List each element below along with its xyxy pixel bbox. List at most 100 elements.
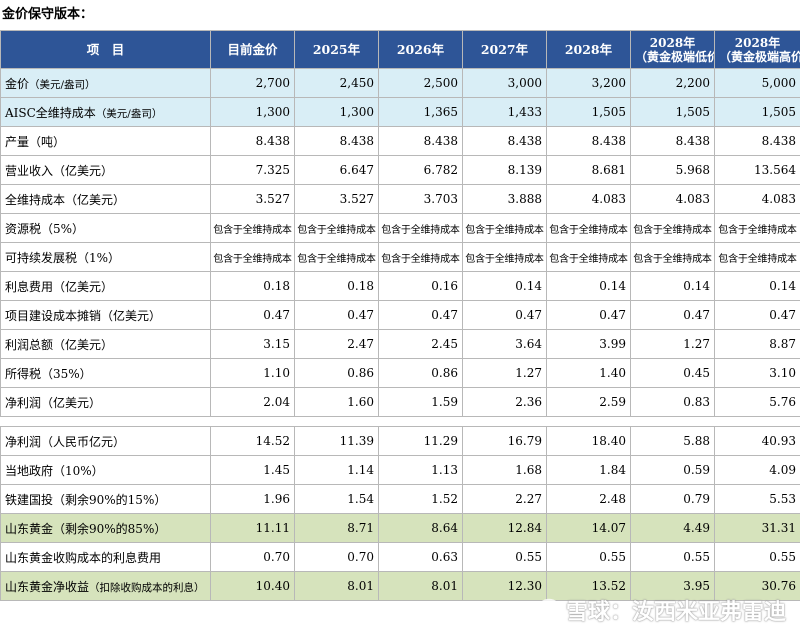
row-label: 山东黄金收购成本的利息费用 — [0, 542, 211, 572]
row-label-text: 金价 — [5, 76, 30, 91]
note-cell: 包含于全维持成本 — [294, 213, 379, 243]
value-cell: 1,505 — [714, 97, 800, 127]
row-label-text: 利润总额（亿美元） — [5, 337, 114, 352]
value-cell: 1.54 — [294, 484, 379, 514]
value-cell: 3,000 — [462, 68, 547, 98]
value-cell: 5.88 — [630, 426, 715, 456]
value-cell: 0.14 — [546, 271, 631, 301]
row-label-unit: （美元/盎司） — [95, 107, 163, 120]
value-cell: 8.438 — [294, 126, 379, 156]
spacer-cell — [0, 416, 800, 427]
row-label: 产量（吨） — [0, 126, 211, 156]
row-label: 营业收入（亿美元） — [0, 155, 211, 185]
value-cell: 3.888 — [462, 184, 547, 214]
value-cell: 3.99 — [546, 329, 631, 359]
row-label: 净利润（亿美元） — [0, 387, 211, 417]
note-cell: 包含于全维持成本 — [462, 213, 547, 243]
header-col-line1: 2027年 — [480, 41, 529, 57]
value-cell: 6.782 — [378, 155, 463, 185]
value-cell: 4.09 — [714, 455, 800, 485]
value-cell: 0.83 — [630, 387, 715, 417]
value-cell: 5.53 — [714, 484, 800, 514]
value-cell: 5.76 — [714, 387, 800, 417]
header-col-line1: 2025年 — [312, 41, 361, 57]
value-cell: 4.083 — [546, 184, 631, 214]
note-cell: 包含于全维持成本 — [714, 242, 800, 272]
row-label-text: 山东黄金净收益 — [5, 579, 90, 594]
value-cell: 1,300 — [294, 97, 379, 127]
row-label-unit: （扣除收购成本的利息） — [89, 581, 205, 594]
value-cell: 1.40 — [546, 358, 631, 388]
header-col-line1: 2026年 — [396, 41, 445, 57]
value-cell: 1,505 — [630, 97, 715, 127]
table-row: 当地政府（10%） 1.45 1.14 1.13 1.68 1.84 0.59 4.09 — [0, 455, 800, 485]
value-cell: 3.10 — [714, 358, 800, 388]
value-cell: 12.30 — [462, 571, 547, 601]
note-cell: 包含于全维持成本 — [714, 213, 800, 243]
value-cell: 0.14 — [462, 271, 547, 301]
row-label: 资源税（5%） — [0, 213, 211, 243]
value-cell: 1,300 — [210, 97, 295, 127]
note-cell: 包含于全维持成本 — [630, 213, 715, 243]
table-row: AISC全维持成本（美元/盎司） 1,300 1,300 1,365 1,433 1,50… — [0, 97, 800, 127]
value-cell: 1.27 — [462, 358, 547, 388]
value-cell: 0.86 — [378, 358, 463, 388]
table-row: 可持续发展税（1%） 包含于全维持成本 包含于全维持成本 包含于全维持成本 包含于全维持… — [0, 242, 800, 272]
value-cell: 0.63 — [378, 542, 463, 572]
header-col-3: 2027年 — [462, 30, 547, 69]
value-cell: 0.47 — [546, 300, 631, 330]
page-caption: 金价保守版本： — [2, 7, 94, 22]
value-cell: 0.59 — [630, 455, 715, 485]
value-cell: 3.703 — [378, 184, 463, 214]
value-cell: 1.45 — [210, 455, 295, 485]
value-cell: 2.27 — [462, 484, 547, 514]
header-col-6: 2028年（黄金极端高价） — [714, 30, 800, 69]
value-cell: 3.527 — [210, 184, 295, 214]
value-cell: 0.55 — [546, 542, 631, 572]
header-col-line2: （黄金极端高价） — [719, 49, 800, 64]
value-cell: 3.15 — [210, 329, 295, 359]
table-row: 全维持成本（亿美元） 3.527 3.527 3.703 3.888 4.083 4.083… — [0, 184, 800, 214]
table-row: 项目建设成本摊销（亿美元） 0.47 0.47 0.47 0.47 0.47 0.47 0.4… — [0, 300, 800, 330]
value-cell: 0.18 — [210, 271, 295, 301]
row-label-text: 资源税（5%） — [5, 221, 85, 236]
value-cell: 4.083 — [714, 184, 800, 214]
value-cell: 10.40 — [210, 571, 295, 601]
note-cell: 包含于全维持成本 — [378, 213, 463, 243]
header-col-line2: （黄金极端低价） — [635, 49, 714, 64]
value-cell: 8.87 — [714, 329, 800, 359]
table-row: 所得税（35%） 1.10 0.86 0.86 1.27 1.40 0.45 3.10 — [0, 358, 800, 388]
value-cell: 1.52 — [378, 484, 463, 514]
header-col-line1: 2028年 — [564, 41, 613, 57]
value-cell: 4.49 — [630, 513, 715, 543]
row-label: 铁建国投（剩余90%的15%） — [0, 484, 211, 514]
value-cell: 0.18 — [294, 271, 379, 301]
row-label: 可持续发展税（1%） — [0, 242, 211, 272]
value-cell: 0.55 — [714, 542, 800, 572]
value-cell: 13.52 — [546, 571, 631, 601]
snowball-logo-icon — [536, 598, 562, 624]
table-row: 利息费用（亿美元） 0.18 0.18 0.16 0.14 0.14 0.14 0.14 — [0, 271, 800, 301]
note-cell: 包含于全维持成本 — [630, 242, 715, 272]
value-cell: 1.96 — [210, 484, 295, 514]
row-label-text: 营业收入（亿美元） — [5, 163, 114, 178]
note-cell: 包含于全维持成本 — [378, 242, 463, 272]
row-label-text: 山东黄金（剩余90%的85%） — [5, 521, 167, 536]
value-cell: 0.55 — [462, 542, 547, 572]
value-cell: 0.47 — [378, 300, 463, 330]
value-cell: 8.71 — [294, 513, 379, 543]
spacer-row — [0, 416, 800, 427]
value-cell: 0.70 — [294, 542, 379, 572]
value-cell: 0.16 — [378, 271, 463, 301]
value-cell: 14.52 — [210, 426, 295, 456]
note-cell: 包含于全维持成本 — [210, 213, 295, 243]
row-label: 所得税（35%） — [0, 358, 211, 388]
value-cell: 40.93 — [714, 426, 800, 456]
row-label-text: 净利润（亿美元） — [5, 395, 102, 410]
row-label: 全维持成本（亿美元） — [0, 184, 211, 214]
header-row: 项 目 目前金价2025年2026年2027年2028年2028年（黄金极端低价… — [0, 30, 800, 69]
value-cell: 1.27 — [630, 329, 715, 359]
value-cell: 0.79 — [630, 484, 715, 514]
table-body: 金价（美元/盎司） 2,700 2,450 2,500 3,000 3,200 2,200 5… — [0, 68, 800, 601]
row-label: 项目建设成本摊销（亿美元） — [0, 300, 211, 330]
